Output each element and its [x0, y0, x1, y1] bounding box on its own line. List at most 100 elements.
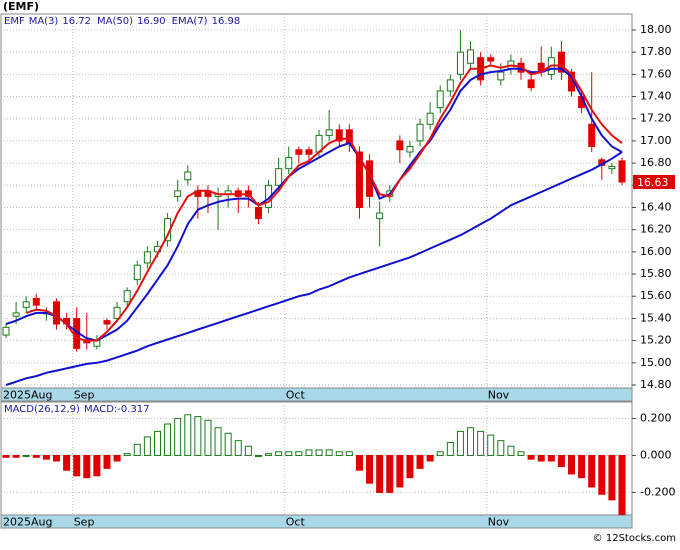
candle-body [52, 301, 60, 325]
candle-body [32, 297, 40, 306]
y-tick-label: 15.60 [640, 289, 672, 302]
macd-bar [406, 454, 414, 479]
y-tick-label: 15.40 [640, 311, 672, 324]
candle-body [396, 140, 404, 151]
macd-bar [345, 451, 353, 456]
candle-body [426, 112, 434, 125]
y-tick-label: 0.200 [640, 411, 672, 424]
ma-line [25, 64, 623, 342]
macd-bar [234, 440, 242, 456]
macd-bar [568, 454, 576, 475]
candle-body [254, 206, 262, 220]
candle-body [2, 326, 10, 336]
candle-body [557, 51, 565, 73]
macd-bar [285, 451, 293, 456]
macd-bar [335, 451, 343, 456]
macd-bar [578, 454, 586, 479]
macd-bar [446, 442, 454, 456]
macd-bar [103, 454, 111, 469]
candle-body [325, 129, 333, 136]
panel [0, 13, 633, 389]
macd-bar [325, 449, 333, 456]
y-tick-label: 18.00 [640, 23, 672, 36]
y-tick-label: 15.00 [640, 356, 672, 369]
macd-bar [618, 454, 626, 516]
candle-body [275, 168, 283, 186]
macd-bar [497, 440, 505, 456]
macd-bar [588, 454, 596, 488]
macd-bar [12, 454, 20, 458]
candle-body [527, 79, 535, 89]
x-tick-label: 2025Aug [3, 516, 52, 529]
legend-value: 16.90 [137, 16, 166, 27]
macd-bar [527, 454, 535, 460]
candle-body [416, 123, 424, 142]
ma-line [5, 151, 623, 386]
macd-bar [113, 454, 121, 462]
date-band [0, 514, 633, 529]
macd-bar [133, 443, 141, 456]
candle-body [113, 306, 121, 319]
y-tick-label: 15.80 [640, 267, 672, 280]
candle-body [406, 145, 414, 153]
macd-bar [557, 454, 565, 468]
candle-body [446, 79, 454, 92]
y-tick-label: 14.80 [640, 378, 672, 391]
macd-bar [537, 454, 545, 462]
candle-body [487, 57, 495, 62]
x-tick-label: Oct [286, 516, 306, 529]
legend-name: EMF [4, 16, 25, 27]
macd-bar [295, 451, 303, 456]
x-tick-label: Sep [74, 516, 95, 529]
y-tick-label: 15.20 [640, 334, 672, 347]
y-tick-label: -0.200 [640, 485, 675, 498]
macd-bar [52, 454, 60, 462]
legend-value: 16.72 [62, 16, 91, 27]
macd-bar [376, 454, 384, 493]
macd-bar [487, 434, 495, 456]
candle-body [295, 149, 303, 155]
macd-bar [164, 423, 172, 456]
macd-bar [214, 427, 222, 456]
macd-bar [386, 454, 394, 493]
candle-body [143, 251, 151, 264]
macd-bar [184, 414, 192, 456]
candle-body [305, 149, 313, 155]
legend-name: MACD(26,12,9) [4, 404, 80, 415]
macd-bar [315, 449, 323, 456]
macd-bar [42, 454, 50, 460]
macd-bar [32, 454, 40, 458]
y-tick-label: 0.000 [640, 448, 672, 461]
macd-bar [467, 427, 475, 456]
candle-body [285, 157, 293, 170]
y-tick-label: 17.80 [640, 45, 672, 58]
candle-body [174, 190, 182, 197]
x-tick-label: Nov [488, 389, 510, 402]
y-tick-label: 17.40 [640, 90, 672, 103]
candle-body [133, 264, 141, 281]
y-tick-label: 17.00 [640, 134, 672, 147]
macd-bar [456, 430, 464, 456]
legend-name: EMA(7) [172, 16, 208, 27]
macd-bar [73, 454, 81, 477]
macd-bar [396, 454, 404, 488]
y-tick-label: 16.40 [640, 200, 672, 213]
macd-bar [204, 419, 212, 456]
y-tick-label: 17.20 [640, 112, 672, 125]
legend-name: MACD:-0.317 [84, 404, 150, 415]
x-tick-label: Nov [488, 516, 510, 529]
macd-bar [477, 430, 485, 456]
legend-name: MA(50) [97, 16, 133, 27]
y-tick-label: 17.60 [640, 67, 672, 80]
candle-body [618, 160, 626, 183]
legend-name: MA(3) [29, 16, 59, 27]
macd-bar [22, 454, 30, 457]
ma-line [5, 67, 623, 342]
macd-bar [143, 436, 151, 456]
macd-bar [507, 445, 515, 456]
candle-body [12, 312, 20, 317]
macd-bar [244, 445, 252, 456]
candle-body [22, 301, 30, 308]
macd-bar [265, 453, 273, 456]
macd-bar [275, 451, 283, 456]
